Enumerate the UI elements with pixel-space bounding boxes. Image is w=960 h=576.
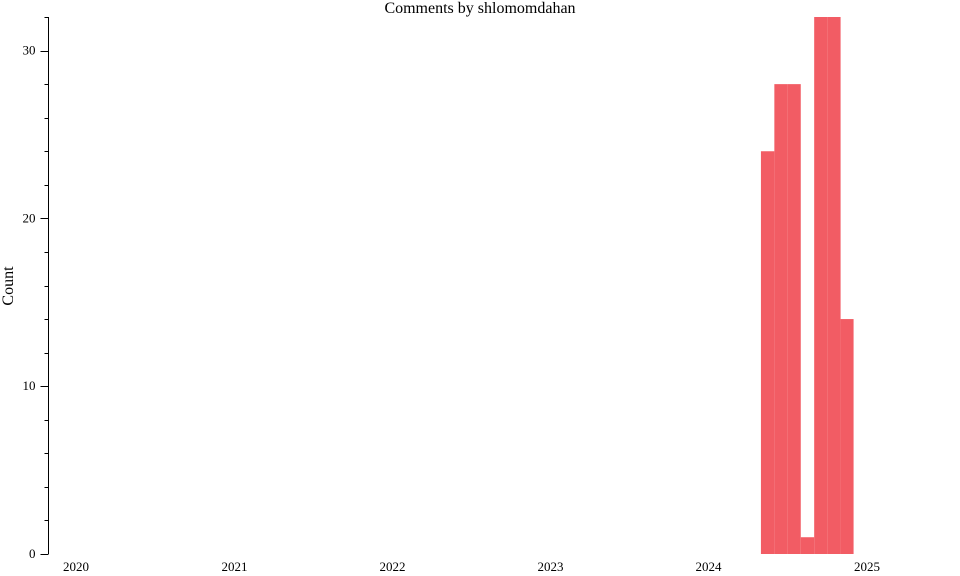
chart-title: Comments by shlomomdahan: [384, 0, 575, 17]
bar: [760, 151, 775, 554]
x-tick-label: 2022: [379, 559, 405, 574]
bar: [774, 84, 788, 554]
bar: [814, 17, 828, 554]
x-tick-label: 2024: [696, 559, 723, 574]
bar: [787, 84, 801, 554]
x-axis-ticks: 2020 2021 2022 2023 2024 2025: [63, 559, 880, 574]
y-tick-label: 30: [23, 43, 36, 58]
y-axis-label: Count: [0, 266, 17, 306]
bar: [840, 319, 854, 554]
bar: [800, 537, 815, 554]
y-tick-label: 20: [23, 210, 36, 225]
y-axis-ticks: 0 10 20 30: [23, 17, 49, 561]
y-tick-label: 0: [29, 546, 36, 561]
bar: [827, 17, 841, 554]
y-tick-label: 10: [23, 378, 36, 393]
x-tick-label: 2020: [63, 559, 89, 574]
bars: [760, 17, 854, 554]
x-tick-label: 2025: [854, 559, 880, 574]
x-tick-label: 2021: [221, 559, 247, 574]
x-tick-label: 2023: [538, 559, 564, 574]
